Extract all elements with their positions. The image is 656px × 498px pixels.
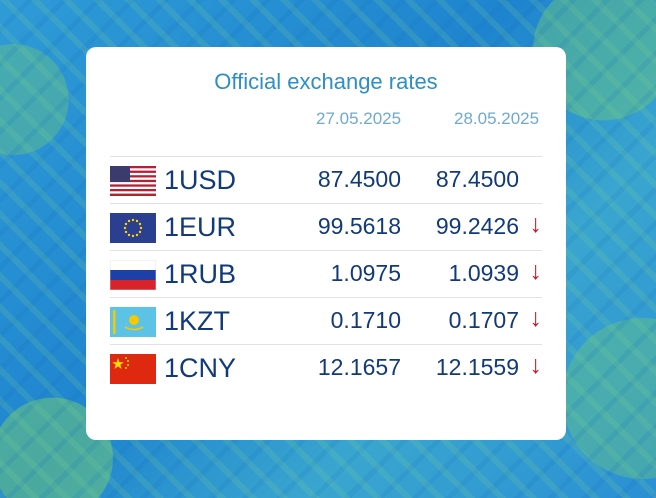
rate-previous: 87.4500 (317, 166, 401, 192)
card-title: Official exchange rates (214, 69, 438, 94)
currency-code: 1USD (164, 165, 237, 195)
rate-row-cny: 1CNY 12.1657 12.1559 ↓ (110, 344, 542, 391)
down-arrow-icon: ↓ (529, 304, 543, 332)
rate-previous: 99.5618 (317, 213, 401, 239)
exchange-rates-card: Official exchange rates 27.05.2025 28.05… (86, 47, 566, 440)
rate-current: 99.2426 (435, 213, 519, 239)
currency-code: 1RUB (164, 259, 237, 289)
rate-current: 12.1559 (435, 354, 519, 380)
down-arrow-icon: ↓ (529, 210, 543, 238)
rate-previous: 12.1657 (317, 354, 401, 380)
rate-current: 87.4500 (435, 166, 519, 192)
rate-row-usd: 1USD 87.4500 87.4500 (110, 156, 542, 203)
rate-previous: 1.0975 (330, 260, 401, 286)
down-arrow-icon: ↓ (529, 257, 543, 285)
rates-table: 1USD 87.4500 87.4500 1EUR 99.5618 9 (110, 156, 542, 391)
rate-previous: 0.1710 (330, 307, 401, 333)
kz-flag-icon (110, 307, 156, 337)
date-column-2: 28.05.2025 (454, 109, 540, 128)
currency-code: 1EUR (164, 212, 237, 242)
rate-current: 1.0939 (448, 260, 519, 286)
eu-flag-icon (110, 213, 156, 243)
cn-flag-icon (110, 354, 156, 384)
rate-row-kzt: 1KZT 0.1710 0.1707 ↓ (110, 297, 542, 344)
rate-row-eur: 1EUR 99.5618 99.2426 ↓ (110, 203, 542, 250)
us-flag-icon (110, 166, 156, 196)
currency-code: 1KZT (164, 306, 231, 336)
ru-flag-icon (110, 260, 156, 290)
currency-code: 1CNY (164, 353, 237, 383)
rate-row-rub: 1RUB 1.0975 1.0939 ↓ (110, 250, 542, 297)
rate-current: 0.1707 (448, 307, 519, 333)
date-column-1: 27.05.2025 (316, 109, 402, 128)
down-arrow-icon: ↓ (529, 351, 543, 379)
